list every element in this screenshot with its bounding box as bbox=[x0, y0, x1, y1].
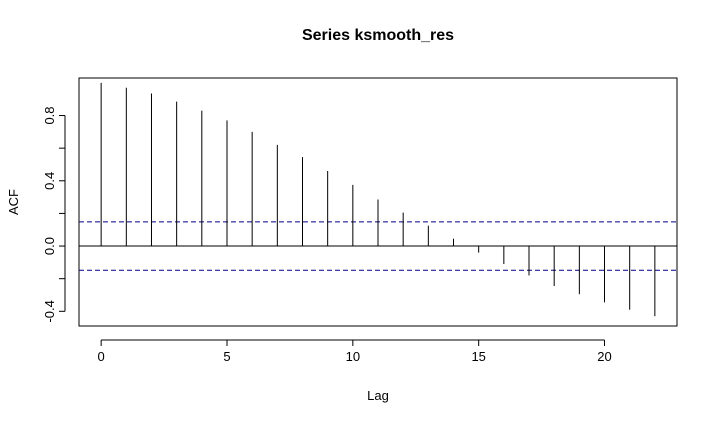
y-axis: -0.4 0.0 0.4 0.8 bbox=[42, 106, 66, 323]
chart-title: Series ksmooth_res bbox=[302, 27, 454, 44]
x-tick-label: 5 bbox=[223, 349, 230, 364]
x-tick-label: 0 bbox=[98, 349, 105, 364]
x-axis: 0 5 10 15 20 bbox=[98, 339, 612, 364]
y-axis-label: ACF bbox=[6, 189, 21, 215]
y-tick-label: 0.4 bbox=[42, 172, 57, 190]
y-tick-label: 0.8 bbox=[42, 106, 57, 124]
x-tick-label: 15 bbox=[471, 349, 485, 364]
y-tick-label: -0.4 bbox=[42, 300, 57, 322]
x-tick-label: 20 bbox=[597, 349, 611, 364]
y-tick-label: 0.0 bbox=[42, 237, 57, 255]
x-axis-label: Lag bbox=[367, 388, 389, 403]
plot-frame bbox=[78, 77, 678, 327]
x-tick-label: 10 bbox=[346, 349, 360, 364]
acf-bars bbox=[100, 82, 656, 317]
